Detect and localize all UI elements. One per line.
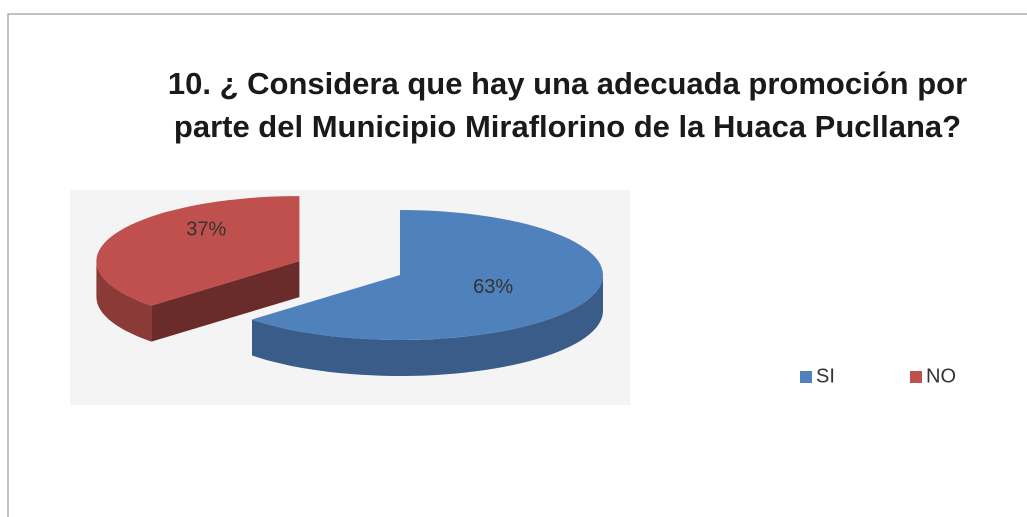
- slice: [252, 210, 603, 340]
- slice-side: [252, 275, 603, 376]
- data-label: 63%: [473, 276, 513, 298]
- legend: SI NO: [800, 365, 956, 387]
- legend-label: NO: [926, 365, 956, 387]
- slice-side: [96, 261, 152, 342]
- data-label: 37%: [186, 218, 226, 240]
- slice-face: [151, 261, 300, 342]
- slice: [96, 196, 300, 306]
- legend-swatch: [800, 371, 812, 383]
- legend-label: SI: [816, 365, 835, 387]
- legend-swatch: [910, 371, 922, 383]
- pie: 63% 37%: [96, 196, 603, 376]
- chart-title: 10. ¿ Considera que hay una adecuada pro…: [167, 66, 968, 144]
